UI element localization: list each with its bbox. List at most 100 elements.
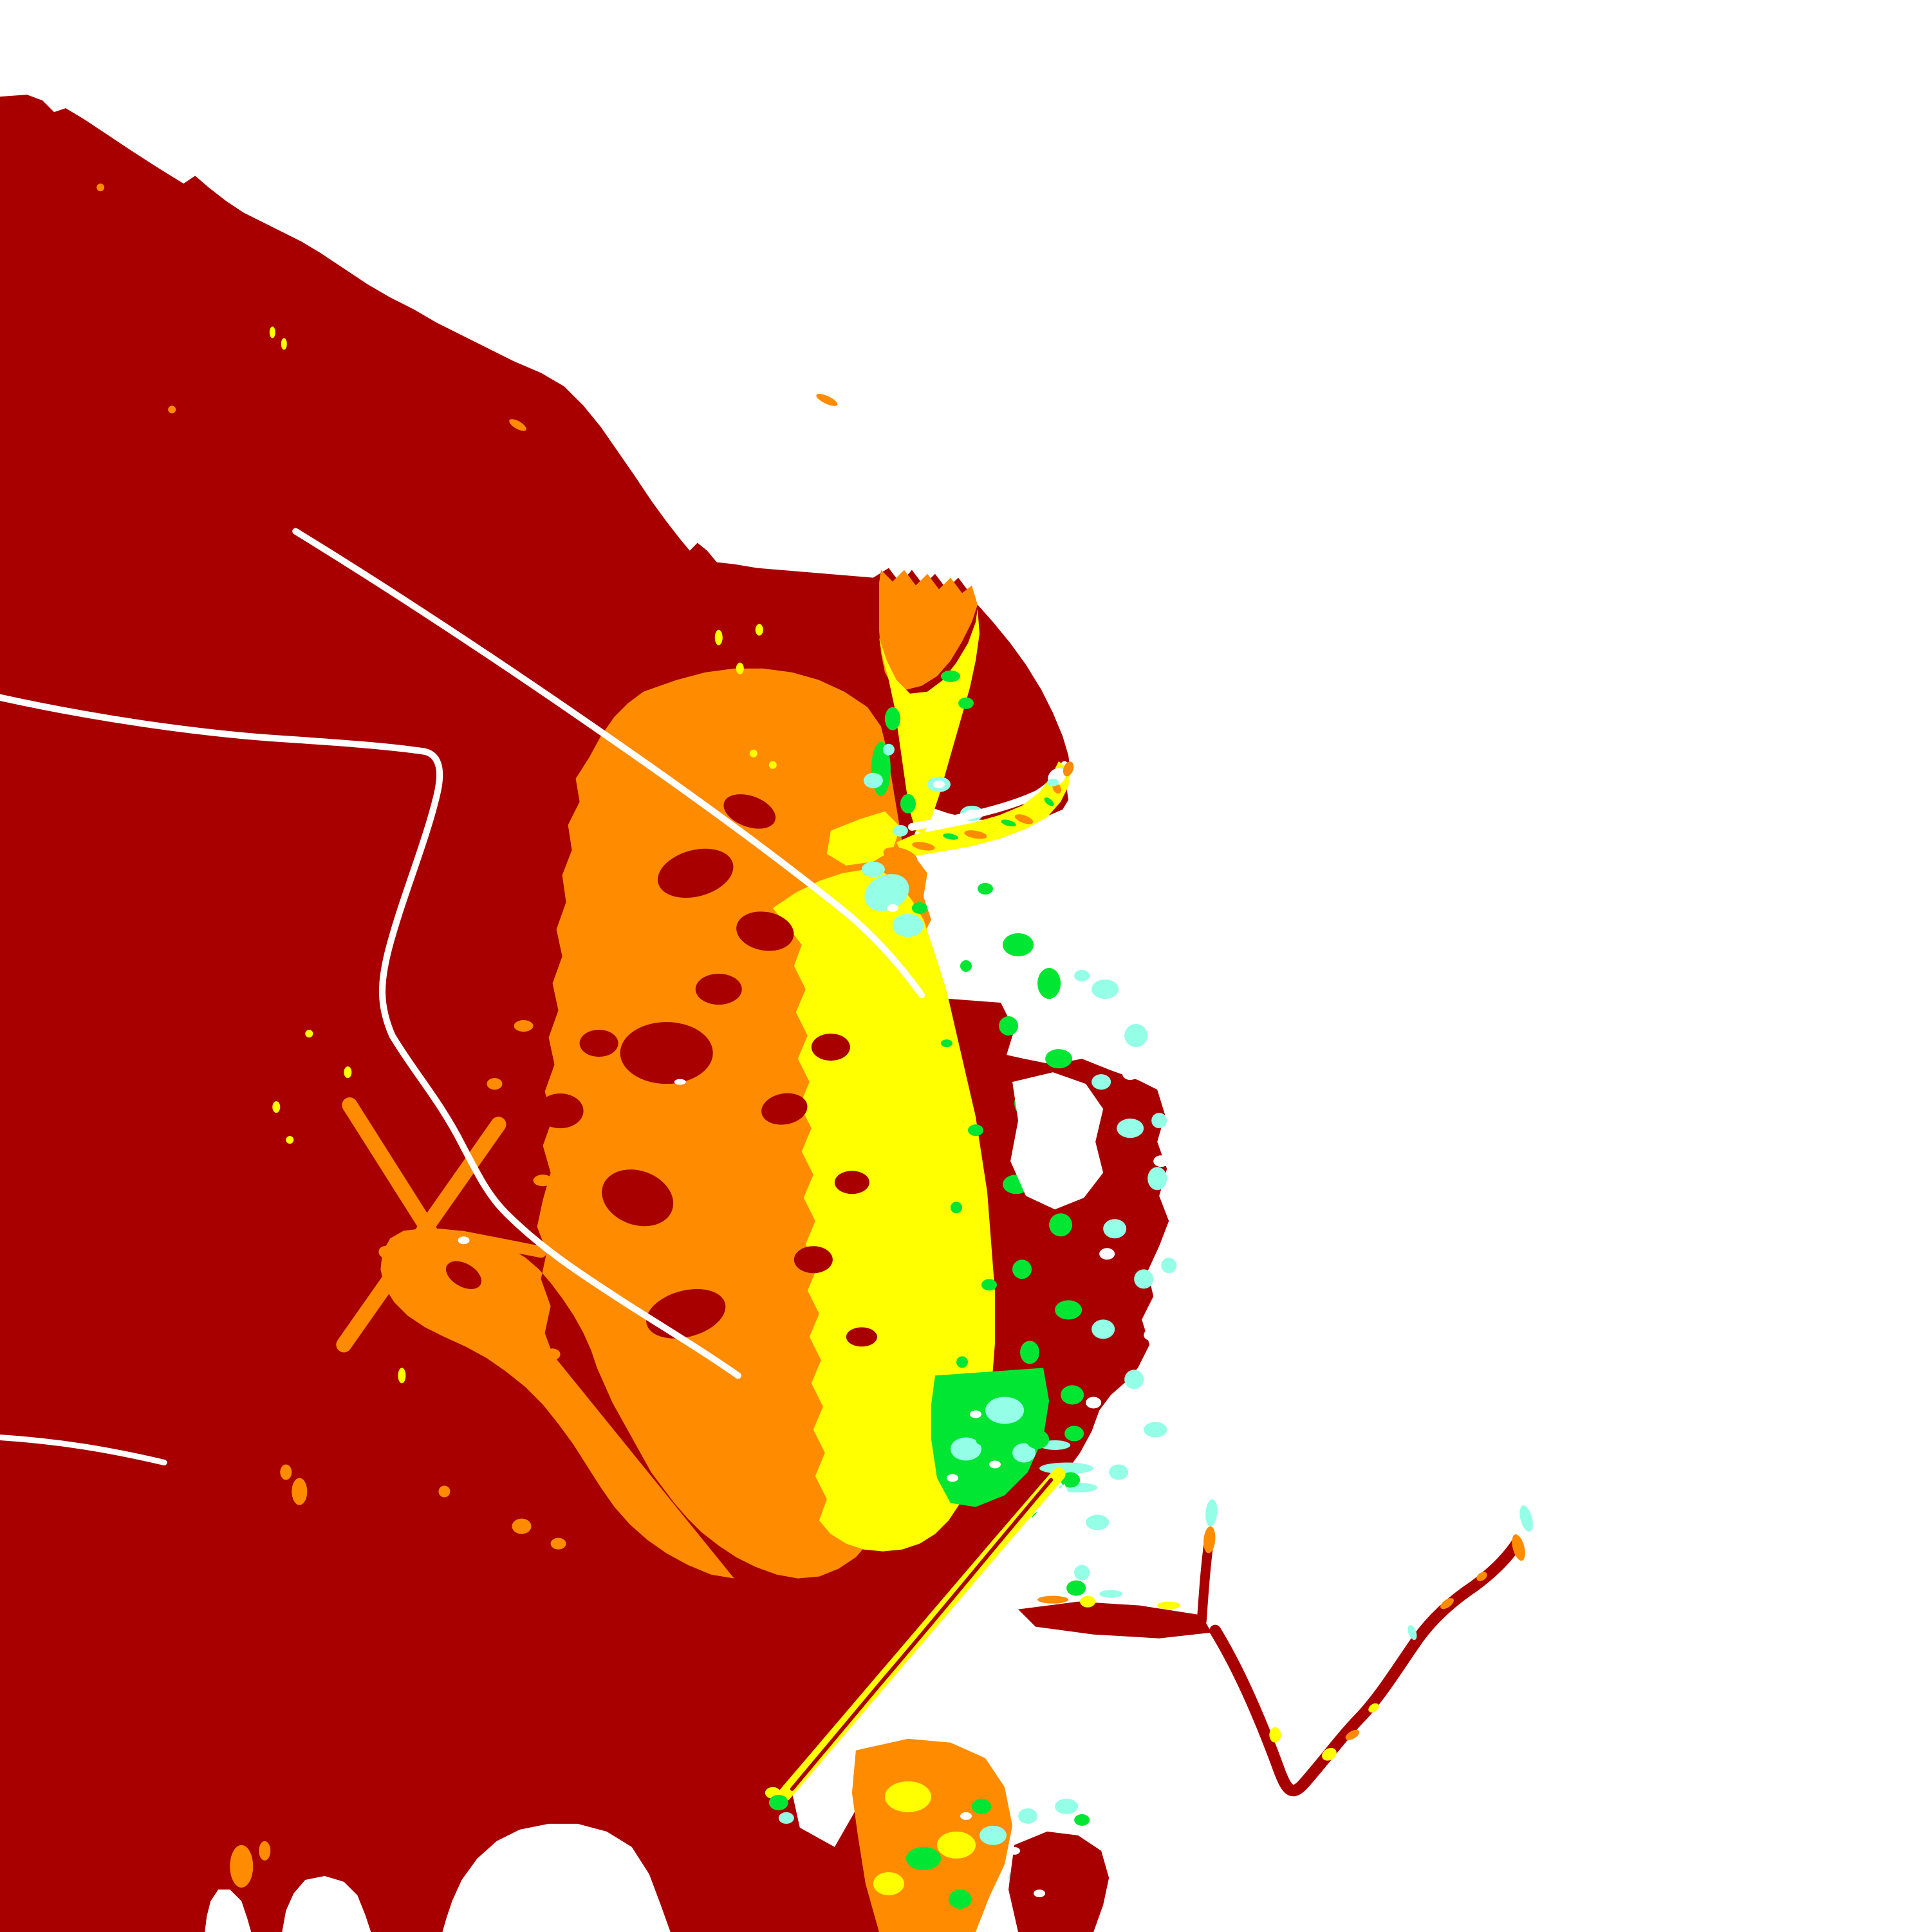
west-specks (591, 1453, 603, 1465)
se-coastal-strip (1037, 1595, 1069, 1604)
south-town (972, 1798, 992, 1814)
dock-complex (946, 1474, 958, 1482)
green-blobs (884, 707, 900, 730)
yellow-field (878, 608, 980, 835)
south-town (1034, 1889, 1046, 1897)
se-coastal-strip (1099, 1590, 1123, 1598)
cyan-blobs (1134, 1269, 1154, 1289)
se-coastal-strip (1018, 1601, 1212, 1639)
white-harbor-basin (933, 780, 945, 788)
red-inliers (761, 1093, 808, 1125)
red-inliers (620, 1022, 713, 1084)
green-blobs (1045, 1049, 1073, 1069)
west-specks (168, 405, 176, 414)
red-inliers (834, 1171, 869, 1194)
west-specks (230, 1844, 254, 1888)
cyan-blobs (1086, 1514, 1110, 1530)
cyan-blobs (1103, 1219, 1127, 1239)
spit-and-channel (1047, 778, 1059, 786)
se-coastal-strip (1476, 1572, 1487, 1581)
green-blobs (911, 902, 927, 914)
green-blobs (958, 697, 974, 709)
green-blobs (950, 1202, 962, 1214)
se-coastal-strip (1440, 1598, 1454, 1610)
red-inliers (736, 911, 794, 951)
green-blobs (1003, 933, 1034, 956)
river-lines (292, 528, 925, 999)
west-specks (815, 704, 835, 714)
green-blobs (1020, 1341, 1040, 1364)
se-coastal-strip (1205, 1499, 1218, 1527)
orange-field (575, 923, 591, 935)
orange-field (487, 1078, 503, 1090)
green-blobs (968, 1124, 984, 1137)
south-town (1008, 1831, 1110, 1932)
spit-and-channel (912, 842, 935, 851)
south-town (948, 1889, 972, 1909)
white-harbor-basin (1086, 1397, 1102, 1409)
se-coastal-strip (1203, 1526, 1216, 1554)
green-blobs (1061, 1472, 1081, 1488)
cyan-blobs (1147, 1167, 1167, 1191)
west-specks (97, 183, 105, 192)
cyan-blobs (1124, 1370, 1144, 1389)
south-town (1018, 1808, 1038, 1824)
cyan-blobs (1117, 1119, 1144, 1138)
orange-field (514, 1020, 534, 1032)
red-inliers (723, 794, 776, 829)
south-town (960, 1812, 972, 1820)
green-blobs (1049, 1213, 1073, 1237)
green-blobs (976, 1433, 988, 1445)
cyan-blobs (864, 874, 909, 911)
white-harbor-basin (1144, 1329, 1160, 1341)
south-town (884, 1781, 931, 1812)
se-coastal-strip (1074, 1565, 1090, 1581)
green-blobs (940, 670, 960, 682)
se-coastal-strip (1368, 1703, 1379, 1713)
dock-complex (985, 1397, 1025, 1424)
river-lines (0, 1434, 167, 1466)
dock-complex (950, 1437, 982, 1461)
white-harbor-basin (1153, 1155, 1169, 1167)
south-town (873, 1872, 904, 1895)
se-coastal-strip (1519, 1505, 1533, 1532)
west-specks (736, 662, 744, 674)
orange-field (506, 1273, 522, 1281)
south-town (1055, 1798, 1079, 1814)
cyan-blobs (892, 824, 908, 837)
white-harbor-basin (1134, 1454, 1150, 1467)
red-inliers (537, 1093, 584, 1129)
green-blobs (956, 1356, 969, 1368)
se-coastal-strip (1209, 1537, 1523, 1797)
green-blobs (1026, 1429, 1050, 1449)
canal-strip (768, 1794, 788, 1810)
west-specks (398, 1368, 406, 1384)
dock-complex (1064, 1426, 1084, 1442)
red-inliers (445, 1261, 481, 1289)
dock-complex (1012, 1443, 1036, 1463)
dock-complex (989, 1460, 1001, 1469)
cyan-blobs (1091, 980, 1119, 999)
red-inliers (657, 848, 734, 898)
green-blobs (1061, 1385, 1084, 1405)
green-blobs (960, 960, 972, 972)
se-coastal-strip (1066, 1580, 1086, 1596)
red-inliers (695, 974, 742, 1005)
dock-complex (970, 1410, 982, 1418)
cyan-blobs (1109, 1464, 1129, 1480)
cyan-blobs (1074, 970, 1090, 982)
south-town (936, 1831, 976, 1859)
green-blobs (900, 794, 916, 813)
spit-and-channel (964, 830, 987, 839)
red-inliers (579, 1030, 618, 1057)
spit-and-channel (1063, 761, 1074, 777)
west-specks (305, 1030, 313, 1038)
cyan-blobs (863, 772, 883, 788)
spit-and-channel (883, 847, 918, 865)
green-blobs (978, 882, 994, 895)
west-specks (509, 419, 526, 431)
south-town (906, 1846, 941, 1870)
canal-strip (790, 1478, 1054, 1791)
south-town (1074, 1814, 1090, 1826)
